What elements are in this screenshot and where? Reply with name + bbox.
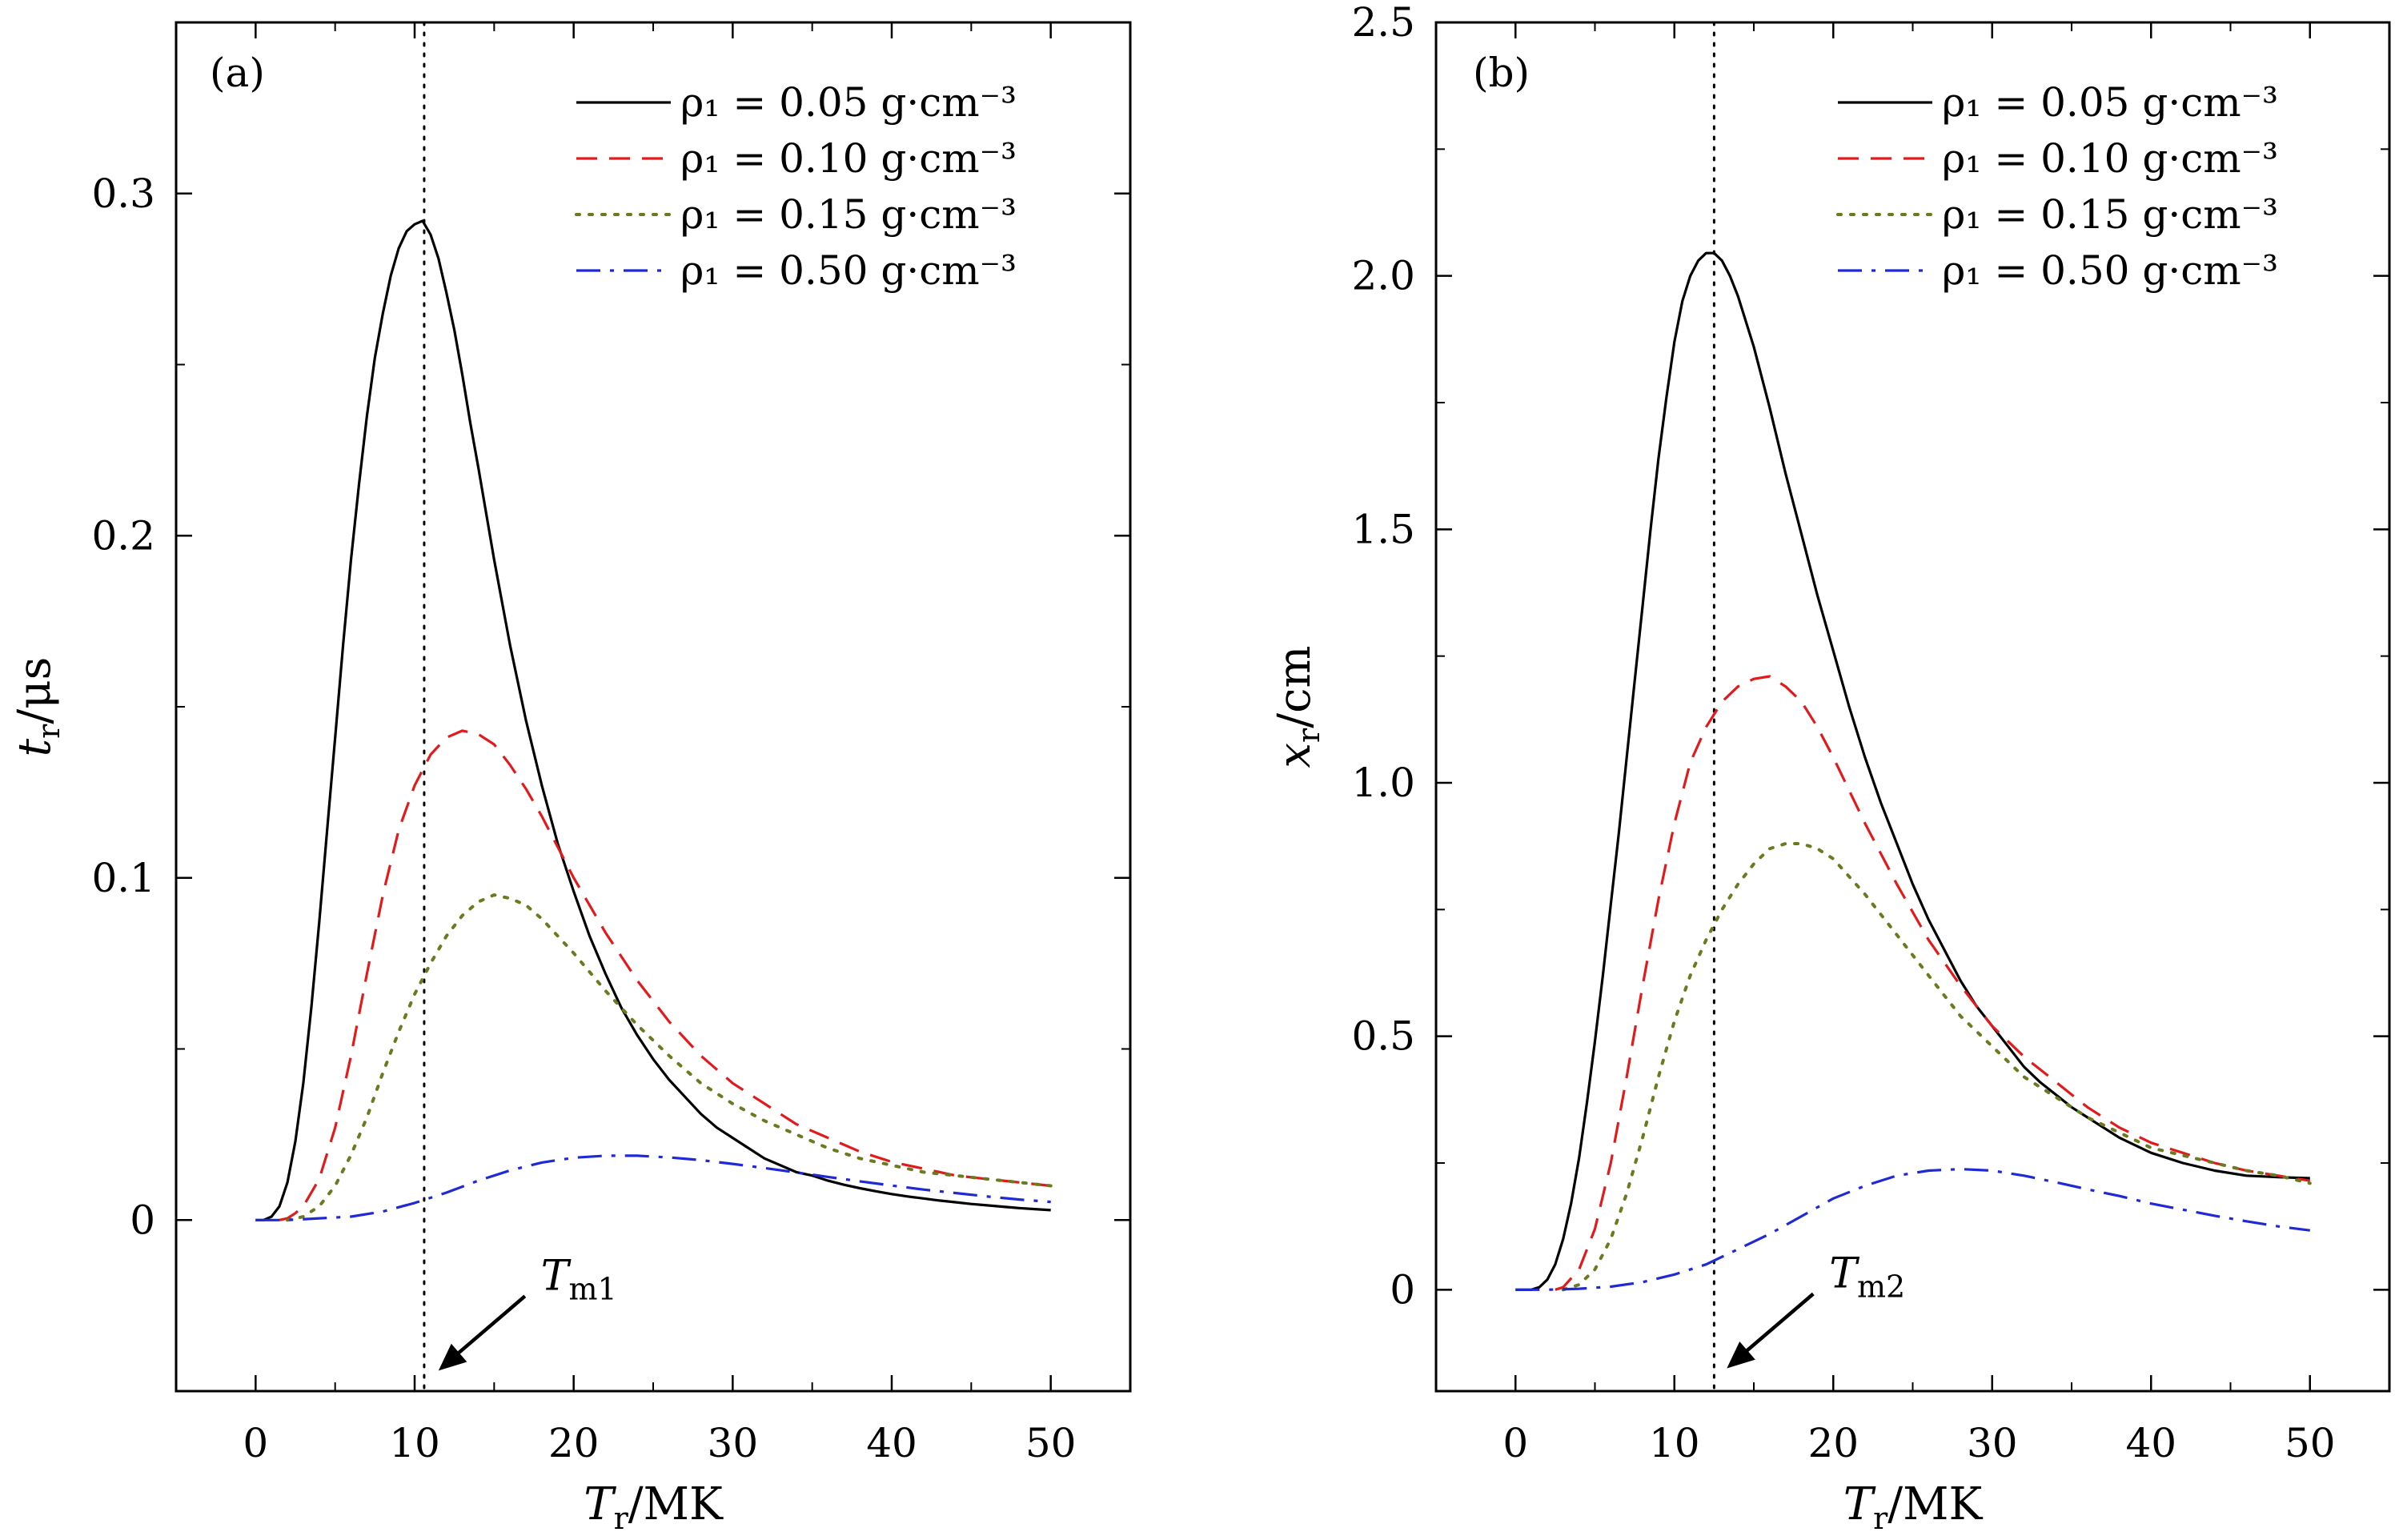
series-line-4 [1515, 1168, 2310, 1291]
y-tick-label: 1.5 [1351, 506, 1415, 552]
x-tick-label: 40 [866, 1420, 917, 1466]
y-tick-label: 1.0 [1351, 760, 1415, 806]
y-tick-label: 0.1 [91, 855, 155, 901]
legend-entry-label: ρ₁ = 0.05 g·cm⁻³ [1942, 79, 2278, 126]
series-line-1 [1515, 251, 2310, 1291]
panel-label: (b) [1473, 50, 1530, 96]
y-tick-label: 0.3 [91, 170, 155, 217]
series-line-4 [255, 1154, 1051, 1221]
legend-entry-label: ρ₁ = 0.50 g·cm⁻³ [680, 247, 1017, 294]
legend-entry-label: ρ₁ = 0.10 g·cm⁻³ [1942, 135, 2278, 182]
y-axis-title: xr/cm [1269, 645, 1326, 768]
panel-b: 0 10 20 30 40 50 0 0.5 1.0 1.5 2.0 2.5 Tr/MK xr/cm (b)… [1269, 0, 2391, 1536]
y-tick-label: 0.2 [91, 512, 155, 559]
series-line-2 [279, 729, 1051, 1221]
series-line-2 [1555, 675, 2311, 1291]
annotation-arrow-head [1727, 1341, 1755, 1369]
x-tick-label: 40 [2125, 1420, 2176, 1466]
x-axis-title: Tr/MK [1843, 1478, 1984, 1536]
x-tick-label: 20 [548, 1420, 600, 1466]
x-tick-label: 30 [1967, 1420, 2018, 1466]
y-tick-label: 0.5 [1351, 1013, 1415, 1060]
panel-label: (a) [210, 50, 265, 96]
x-tick-label: 10 [1649, 1420, 1700, 1466]
panel-a: 0 10 20 30 40 50 0 0.1 0.2 0.3 Tr/MK tr/μs (a) ρ₁ = 0… [9, 21, 1132, 1536]
series-line-3 [1561, 842, 2312, 1292]
x-tick-label: 20 [1807, 1420, 1859, 1466]
x-tick-label: 10 [389, 1420, 440, 1466]
annotation-arrow-line [451, 1294, 527, 1360]
x-tick-label: 50 [1025, 1420, 1077, 1466]
series-line-1 [255, 219, 1051, 1221]
legend-entry-label: ρ₁ = 0.10 g·cm⁻³ [680, 135, 1017, 182]
annotation-arrow-line [1739, 1292, 1815, 1358]
x-axis-title: Tr/MK [584, 1478, 724, 1536]
x-tick-label: 50 [2285, 1420, 2336, 1466]
x-tick-label: 0 [1502, 1420, 1528, 1466]
series-line-3 [286, 893, 1053, 1222]
y-tick-label: 0 [130, 1197, 155, 1243]
x-tick-label: 0 [243, 1420, 268, 1466]
legend-entry-label: ρ₁ = 0.15 g·cm⁻³ [1942, 191, 2278, 238]
x-tick-label: 30 [708, 1420, 759, 1466]
annotation-label: Tm2 [1829, 1250, 1905, 1305]
legend-entry-label: ρ₁ = 0.05 g·cm⁻³ [680, 79, 1017, 126]
legend-entry-label: ρ₁ = 0.50 g·cm⁻³ [1942, 247, 2278, 294]
y-tick-label: 2.0 [1351, 253, 1415, 299]
annotation-arrow-head [438, 1343, 467, 1371]
y-axis-title: tr/μs [9, 657, 66, 757]
annotation-label: Tm1 [541, 1252, 617, 1306]
y-tick-label: 2.5 [1351, 0, 1415, 46]
y-tick-label: 0 [1390, 1266, 1415, 1313]
legend-entry-label: ρ₁ = 0.15 g·cm⁻³ [680, 191, 1017, 238]
